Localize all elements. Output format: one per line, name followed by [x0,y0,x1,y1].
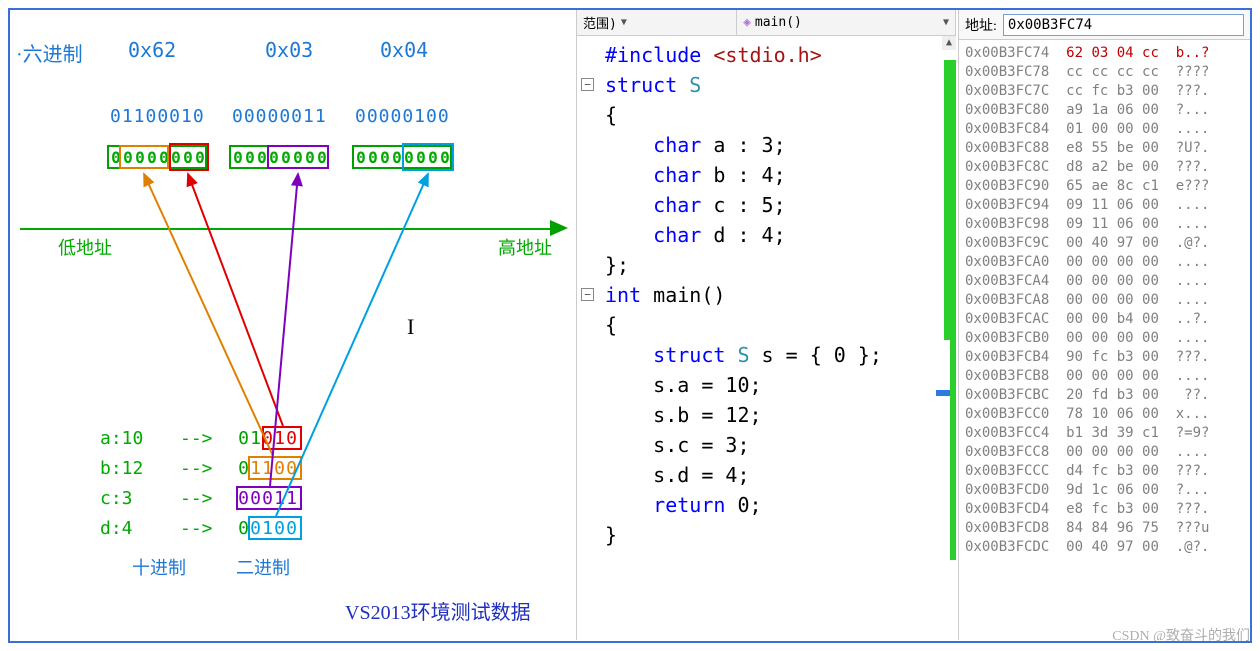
memory-row: 0x00B3FC74 62 03 04 cc b..? [965,44,1244,63]
code-line: struct S s = { 0 }; [605,340,956,370]
memory-row: 0x00B3FCD8 84 84 96 75 ???u [965,519,1244,538]
memory-row: 0x00B3FC94 09 11 06 00 .... [965,196,1244,215]
text-cursor-icon: I [407,314,414,340]
chevron-down-icon: ▼ [621,17,627,28]
code-line: }; [605,250,956,280]
memory-row: 0x00B3FC88 e8 55 be 00 ?U?. [965,139,1244,158]
address-label: 地址: [965,15,997,35]
fold-toggle[interactable]: − [581,288,594,301]
chevron-down-icon: ▼ [943,17,949,28]
code-body[interactable]: −− #include <stdio.h>struct S{ char a : … [577,36,956,550]
memory-row: 0x00B3FCA4 00 00 00 00 .... [965,272,1244,291]
code-panel: 范围) ▼ ◈ main() ▼ ▲ −− #include <stdio.h>… [576,10,956,640]
scope-dropdown[interactable]: 范围) ▼ [577,10,737,35]
memory-header: 地址: [959,10,1250,40]
scope-label: 范围) [583,13,617,32]
memory-row: 0x00B3FCCC d4 fc b3 00 ???. [965,462,1244,481]
arrows-overlay [10,10,570,580]
code-line: char a : 3; [605,130,956,160]
memory-row: 0x00B3FCD4 e8 fc b3 00 ???. [965,500,1244,519]
code-line: s.d = 4; [605,460,956,490]
code-line: } [605,520,956,550]
cube-icon: ◈ [743,15,751,30]
code-line: char c : 5; [605,190,956,220]
memory-row: 0x00B3FC84 01 00 00 00 .... [965,120,1244,139]
code-line: struct S [605,70,956,100]
memory-row: 0x00B3FCC0 78 10 06 00 x... [965,405,1244,424]
memory-row: 0x00B3FCB0 00 00 00 00 .... [965,329,1244,348]
memory-row: 0x00B3FCAC 00 00 b4 00 ..?. [965,310,1244,329]
func-label: main() [755,15,802,30]
memory-row: 0x00B3FCB8 00 00 00 00 .... [965,367,1244,386]
memory-row: 0x00B3FCA8 00 00 00 00 .... [965,291,1244,310]
memory-row: 0x00B3FCD0 9d 1c 06 00 ?... [965,481,1244,500]
code-toolbar: 范围) ▼ ◈ main() ▼ [577,10,956,36]
memory-row: 0x00B3FC9C 00 40 97 00 .@?. [965,234,1244,253]
memory-row: 0x00B3FC7C cc fc b3 00 ???. [965,82,1244,101]
code-line: #include <stdio.h> [605,40,956,70]
code-line: { [605,100,956,130]
code-line: s.c = 3; [605,430,956,460]
code-line: s.a = 10; [605,370,956,400]
memory-row: 0x00B3FC80 a9 1a 06 00 ?... [965,101,1244,120]
memory-row: 0x00B3FC78 cc cc cc cc ???? [965,63,1244,82]
memory-row: 0x00B3FC90 65 ae 8c c1 e??? [965,177,1244,196]
caption-text: VS2013环境测试数据 [345,596,531,625]
memory-row: 0x00B3FC98 09 11 06 00 .... [965,215,1244,234]
fold-toggle[interactable]: − [581,78,594,91]
code-line: { [605,310,956,340]
memory-rows[interactable]: 0x00B3FC74 62 03 04 cc b..?0x00B3FC78 cc… [959,40,1250,561]
memory-row: 0x00B3FC8C d8 a2 be 00 ???. [965,158,1244,177]
memory-row: 0x00B3FCC4 b1 3d 39 c1 ?=9? [965,424,1244,443]
memory-row: 0x00B3FCC8 00 00 00 00 .... [965,443,1244,462]
address-input[interactable] [1003,14,1244,36]
memory-row: 0x00B3FCA0 00 00 00 00 .... [965,253,1244,272]
code-line: s.b = 12; [605,400,956,430]
function-dropdown[interactable]: ◈ main() ▼ [737,10,956,35]
memory-row: 0x00B3FCDC 00 40 97 00 .@?. [965,538,1244,557]
memory-panel: 地址: 0x00B3FC74 62 03 04 cc b..?0x00B3FC7… [958,10,1250,640]
code-line: char d : 4; [605,220,956,250]
memory-row: 0x00B3FCB4 90 fc b3 00 ???. [965,348,1244,367]
code-line: return 0; [605,490,956,520]
memory-row: 0x00B3FCBC 20 fd b3 00 ??. [965,386,1244,405]
code-line: int main() [605,280,956,310]
watermark-text: CSDN @致奋斗的我们 [1112,625,1250,645]
diagram-panel: ·六进制 0x62 0x03 0x04 01100010 00000011 00… [10,10,570,640]
code-line: char b : 4; [605,160,956,190]
